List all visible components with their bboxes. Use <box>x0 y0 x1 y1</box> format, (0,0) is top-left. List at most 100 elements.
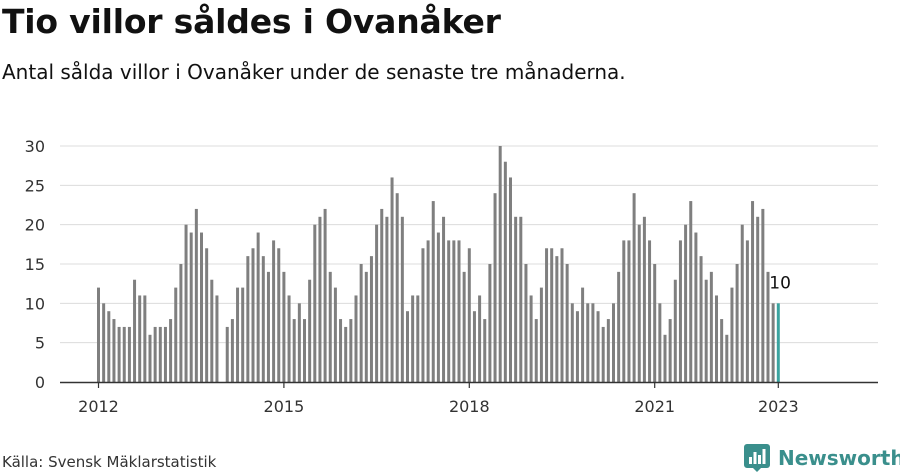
bar <box>534 319 538 382</box>
bar <box>200 232 203 382</box>
bar <box>539 287 543 382</box>
bar <box>457 240 461 382</box>
bar <box>493 193 497 382</box>
bar <box>442 216 446 382</box>
bar <box>663 334 667 382</box>
bar <box>648 240 652 382</box>
y-tick-label: 30 <box>25 137 45 156</box>
bar <box>339 319 343 382</box>
bar <box>550 248 554 382</box>
bar <box>689 201 693 382</box>
bar <box>236 287 240 382</box>
bar <box>586 303 590 382</box>
bar <box>385 216 389 382</box>
bar <box>333 287 337 382</box>
bar <box>653 264 657 382</box>
bar <box>627 240 631 382</box>
bar <box>112 319 116 382</box>
bar <box>308 279 312 382</box>
bar <box>292 319 296 382</box>
bar <box>668 319 672 382</box>
bar <box>364 271 368 382</box>
bar <box>555 256 559 382</box>
bar <box>241 287 245 382</box>
bar <box>462 271 466 382</box>
bar <box>406 311 409 382</box>
bar <box>751 201 755 382</box>
bar <box>725 334 729 382</box>
bar <box>704 279 708 382</box>
bar <box>287 295 291 382</box>
bar <box>313 224 317 382</box>
bar <box>230 319 234 382</box>
bar <box>282 271 286 382</box>
source-note: Källa: Svensk Mäklarstatistik <box>2 453 217 471</box>
bar <box>277 248 281 382</box>
bar <box>658 303 662 382</box>
x-tick-label: 2021 <box>634 397 675 416</box>
bar <box>328 271 332 382</box>
bar <box>745 240 749 382</box>
y-tick-label: 10 <box>25 294 45 313</box>
bar <box>215 295 219 382</box>
bar <box>596 311 600 382</box>
bar <box>601 326 605 382</box>
bar <box>246 256 250 382</box>
bar <box>117 326 121 382</box>
bar <box>632 193 636 382</box>
bar <box>570 303 574 382</box>
bar <box>715 295 718 382</box>
bar <box>514 216 518 382</box>
bar <box>179 264 183 382</box>
bar <box>529 295 533 382</box>
bar <box>153 326 157 382</box>
bar <box>163 326 167 382</box>
bar <box>612 303 615 382</box>
bar <box>344 326 348 382</box>
brand-name: Newsworthy <box>778 446 900 470</box>
y-tick-label: 15 <box>25 255 45 274</box>
bar <box>107 311 111 382</box>
bar <box>297 303 301 382</box>
bar <box>524 264 528 382</box>
bar <box>189 232 193 382</box>
bar <box>369 256 373 382</box>
bar <box>158 326 162 382</box>
chart-subtitle: Antal sålda villor i Ovanåker under de s… <box>2 60 626 84</box>
bar <box>498 146 502 382</box>
bar <box>642 216 646 382</box>
bar <box>359 264 363 382</box>
bar <box>565 264 569 382</box>
bar <box>133 279 137 382</box>
bar <box>735 264 739 382</box>
bar <box>375 224 379 382</box>
bar <box>503 161 507 382</box>
bar <box>210 279 214 382</box>
highlight-value-label: 10 <box>769 273 791 293</box>
bar <box>684 224 688 382</box>
bar <box>478 295 482 382</box>
bar <box>148 334 152 382</box>
bar <box>272 240 276 382</box>
bar <box>761 208 765 382</box>
bar <box>740 224 744 382</box>
bar <box>720 319 724 382</box>
bar <box>591 303 595 382</box>
bar <box>756 216 760 382</box>
bar <box>730 287 734 382</box>
bar <box>581 287 585 382</box>
bar <box>678 240 682 382</box>
bar <box>194 208 198 382</box>
bar-chart-speech-bubble-icon <box>744 444 770 472</box>
bar <box>472 311 476 382</box>
bar <box>426 240 430 382</box>
bar <box>447 240 451 382</box>
bar <box>467 248 471 382</box>
bar <box>709 271 713 382</box>
bar <box>256 232 260 382</box>
chart-title: Tio villor såldes i Ovanåker <box>2 2 501 41</box>
bar <box>622 240 626 382</box>
bar <box>380 208 384 382</box>
bar <box>251 248 255 382</box>
